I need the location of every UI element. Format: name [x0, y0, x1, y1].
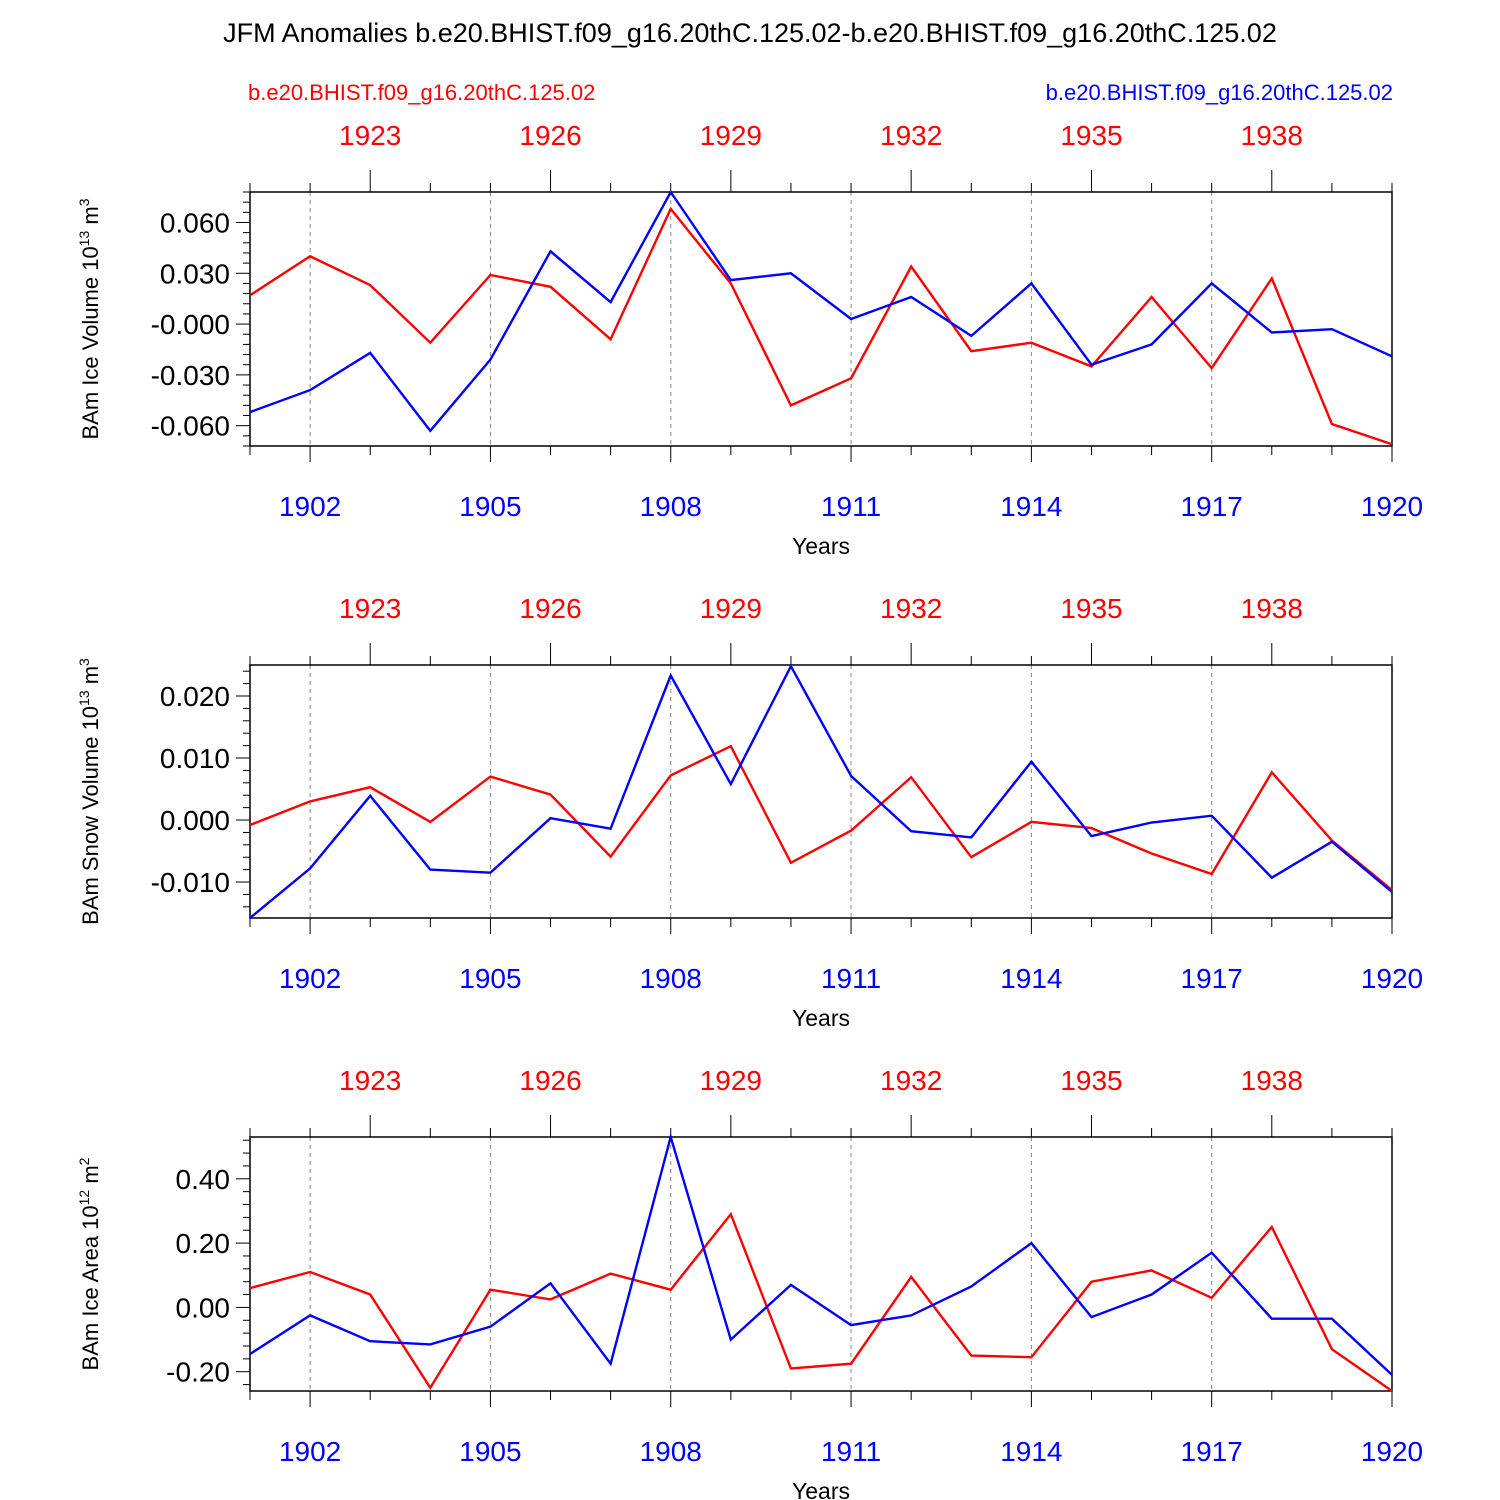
panel-2-xlabel: Years — [792, 1005, 850, 1031]
panel-2-xtick-label-top: 1926 — [519, 593, 581, 624]
panel-1-ylabel: BAm Ice Volume 1013 m3 — [76, 198, 103, 439]
panel-2-xtick-label-bottom: 1917 — [1181, 963, 1243, 994]
panel-1-ytick-label: 0.030 — [160, 258, 230, 289]
panel-2-series-red-line — [249, 744, 1393, 892]
panel-2-xtick-label-top: 1935 — [1060, 593, 1122, 624]
panel-1-xtick-label-top: 1926 — [519, 120, 581, 151]
panel-3-xtick-label-bottom: 1917 — [1181, 1436, 1243, 1467]
panel-1-xtick-label-bottom: 1917 — [1181, 491, 1243, 522]
panel-3-xtick-label-bottom: 1920 — [1361, 1436, 1423, 1467]
panel-2-xtick-label-bottom: 1902 — [279, 963, 341, 994]
panel-1-xtick-label-top: 1935 — [1060, 120, 1122, 151]
panel-3-ylabel: BAm Ice Area 1012 m2 — [76, 1157, 103, 1370]
case-label-right: b.e20.BHIST.f09_g16.20thC.125.02 — [1045, 80, 1393, 105]
panel-1-xtick-label-bottom: 1905 — [459, 491, 521, 522]
panel-1-xtick-label-top: 1932 — [880, 120, 942, 151]
panel-1-ytick-label: -0.060 — [151, 411, 230, 442]
panel-2-frame — [249, 664, 1393, 919]
panel-1-xlabel: Years — [792, 533, 850, 559]
panel-3-xtick-label-bottom: 1905 — [459, 1436, 521, 1467]
panel-3-frame — [249, 1136, 1393, 1392]
panel-3-series-red-line — [249, 1211, 1393, 1392]
panel-1-xtick-label-bottom: 1902 — [279, 491, 341, 522]
panel-2-xtick-label-top: 1932 — [880, 593, 942, 624]
panel-2-series-blue-line — [249, 663, 1393, 919]
panel-3-xtick-label-top: 1926 — [519, 1065, 581, 1096]
panel-2-xtick-label-bottom: 1908 — [640, 963, 702, 994]
panel-1-series-red-line — [249, 206, 1393, 446]
panel-2-xtick-label-bottom: 1911 — [821, 963, 881, 994]
panel-1-xtick-label-bottom: 1914 — [1000, 491, 1062, 522]
panel-2-xtick-label-top: 1938 — [1241, 593, 1303, 624]
panel-3-xtick-label-top: 1938 — [1241, 1065, 1303, 1096]
panel-3-ytick-label: 0.20 — [176, 1228, 231, 1259]
case-label-left: b.e20.BHIST.f09_g16.20thC.125.02 — [248, 80, 596, 105]
panel-2-ytick-label: 0.010 — [160, 743, 230, 774]
figure-title: JFM Anomalies b.e20.BHIST.f09_g16.20thC.… — [223, 18, 1277, 48]
panel-1-xtick-label-bottom: 1911 — [821, 491, 881, 522]
panel-1-series-blue-line — [249, 189, 1393, 433]
panel-2-ytick-label: -0.010 — [151, 867, 230, 898]
panel-2-xtick-label-bottom: 1905 — [459, 963, 521, 994]
panel-3-ytick-label: 0.00 — [176, 1292, 231, 1323]
panel-1-xtick-label-top: 1938 — [1241, 120, 1303, 151]
panel-1-ytick-label: -0.000 — [151, 309, 230, 340]
panel-1-ytick-label: 0.060 — [160, 207, 230, 238]
panel-3-xtick-label-top: 1929 — [700, 1065, 762, 1096]
panel-3-xtick-label-top: 1923 — [339, 1065, 401, 1096]
panel-1-xtick-label-top: 1923 — [339, 120, 401, 151]
panel-1-xtick-label-bottom: 1920 — [1361, 491, 1423, 522]
panel-3-xtick-label-top: 1932 — [880, 1065, 942, 1096]
panel-3-series-blue-line — [249, 1132, 1393, 1376]
panel-1-xtick-label-top: 1929 — [700, 120, 762, 151]
panel-2-xtick-label-bottom: 1920 — [1361, 963, 1423, 994]
panel-2-ytick-label: 0.000 — [160, 805, 230, 836]
panel-2-xtick-label-top: 1929 — [700, 593, 762, 624]
panel-2-xtick-label-bottom: 1914 — [1000, 963, 1062, 994]
panel-2-ytick-label: 0.020 — [160, 681, 230, 712]
panel-3-xtick-label-top: 1935 — [1060, 1065, 1122, 1096]
panel-1-ytick-label: -0.030 — [151, 360, 230, 391]
panel-2-ylabel: BAm Snow Volume 1013 m3 — [76, 658, 103, 925]
panel-3-xlabel: Years — [792, 1478, 850, 1500]
panel-1-frame — [249, 191, 1393, 447]
panel-3-xtick-label-bottom: 1914 — [1000, 1436, 1062, 1467]
panel-1-xtick-label-bottom: 1908 — [640, 491, 702, 522]
panel-2-xtick-label-top: 1923 — [339, 593, 401, 624]
panel-3-xtick-label-bottom: 1911 — [821, 1436, 881, 1467]
panel-3-xtick-label-bottom: 1908 — [640, 1436, 702, 1467]
panel-3-ytick-label: 0.40 — [176, 1164, 231, 1195]
panel-3-xtick-label-bottom: 1902 — [279, 1436, 341, 1467]
panel-3-ytick-label: -0.20 — [166, 1357, 230, 1388]
